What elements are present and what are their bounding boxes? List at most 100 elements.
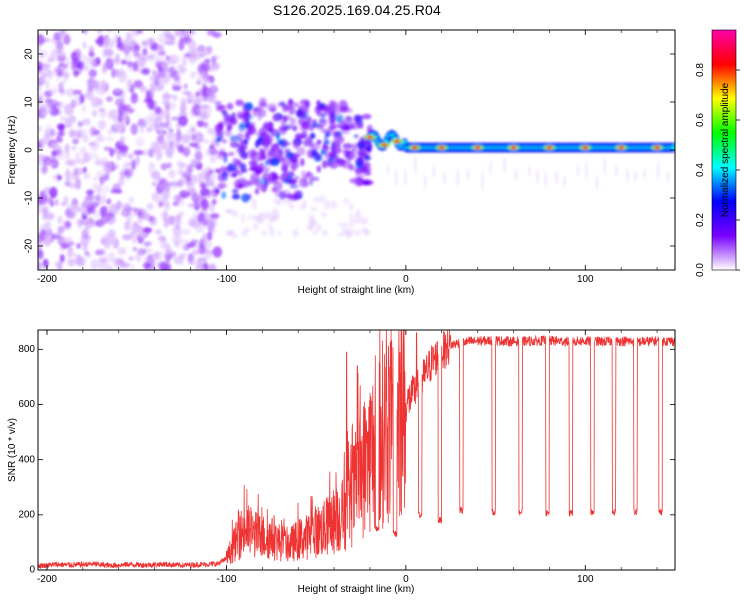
- spectrogram-cell: [214, 249, 220, 257]
- spectrogram-cell: [50, 142, 59, 148]
- spectrogram-cell: [231, 112, 236, 118]
- spectrogram-cell: [195, 91, 201, 97]
- spectrogram-cell: [115, 42, 125, 50]
- spectrogram-cell: [75, 255, 85, 267]
- spectrogram-cell: [75, 177, 81, 190]
- spectrogram-cell: [166, 248, 173, 254]
- spectrogram-cell: [179, 190, 189, 199]
- spectrogram-cell: [166, 162, 172, 169]
- spectrogram-cell: [160, 236, 166, 242]
- spectrogram-cell: [90, 220, 96, 228]
- spectrogram-cell: [198, 173, 203, 185]
- spectrogram-cell: [52, 234, 61, 240]
- spectrogram-cell: [42, 165, 47, 176]
- spectrogram-cell: [363, 165, 372, 173]
- spectrogram-cell: [355, 208, 362, 218]
- spectrogram-cell: [209, 217, 218, 229]
- spectrogram-cell: [263, 145, 269, 152]
- spectrogram-cell: [248, 166, 258, 172]
- spectrogram-cell: [320, 112, 325, 119]
- x-tick-label: 100: [577, 574, 594, 585]
- spectrogram-cell: [133, 52, 142, 58]
- spectrogram-cell: [322, 118, 328, 126]
- spectrogram-cell: [117, 178, 125, 186]
- spectrogram-cell: [44, 221, 52, 229]
- snr-panel: -200 -100 0 100 0 200 400 600 800 Height of str…: [7, 329, 676, 595]
- spectrogram-cell: [130, 123, 139, 136]
- spectrogram-cell: [47, 103, 57, 108]
- spectrogram-cell: [74, 94, 82, 106]
- spectrogram-cell: [203, 262, 209, 270]
- spectrogram-cell: [164, 180, 170, 189]
- spectrogram-cell: [355, 169, 362, 175]
- spectrogram-cell: [363, 159, 370, 168]
- spectrogram-cell: [172, 201, 179, 207]
- spectrogram-cell: [129, 230, 135, 238]
- spectrogram-cell: [130, 263, 135, 270]
- spectrogram-cell: [300, 158, 305, 167]
- spectrogram-cell: [310, 206, 318, 212]
- spectrogram-cell: [125, 31, 132, 39]
- spectrogram-cell: [330, 200, 338, 209]
- spectrogram-cell: [65, 88, 76, 97]
- spectrogram-cell: [216, 152, 226, 160]
- spectrogram-cell: [297, 119, 307, 126]
- spectrogram-cell: [258, 211, 264, 217]
- spectrogram-cell: [174, 232, 183, 245]
- figure-title: S126.2025.169.04.25.R04: [272, 2, 442, 18]
- spectrogram-cell: [185, 192, 192, 197]
- spectrogram-cell: [221, 171, 229, 182]
- spectrogram-cell: [180, 97, 187, 107]
- spectrogram-cell: [176, 63, 184, 72]
- spectrogram-cell: [318, 103, 325, 108]
- spectrogram-cell: [200, 199, 210, 211]
- snr-x-label: Height of straight line (km): [298, 584, 415, 595]
- spectrogram-cell: [228, 151, 235, 157]
- spectrogram-cell: [544, 170, 547, 188]
- spectrogram-cell: [147, 162, 156, 175]
- spectrogram-cell: [51, 150, 57, 159]
- spectrogram-cell: [168, 169, 176, 179]
- spectrogram-cell: [116, 152, 122, 161]
- spectrogram-cell: [202, 139, 210, 144]
- spectrogram-cell: [242, 117, 249, 124]
- spectrogram-cell: [86, 189, 94, 196]
- spectrogram-cell: [93, 211, 101, 218]
- spectrogram-cell: [42, 233, 52, 242]
- spectrogram-cell: [83, 173, 91, 180]
- x-tick-label: -100: [216, 574, 236, 585]
- spectrogram-cell: [95, 193, 101, 203]
- spectrogram-cell: [292, 140, 300, 149]
- spectrogram-cell: [88, 152, 97, 160]
- spectrogram-cell: [42, 156, 53, 166]
- spectrogram-cell: [236, 146, 246, 155]
- spectrogram-cell: [239, 163, 247, 170]
- spectrogram-cell: [123, 44, 131, 56]
- spectrogram-cell: [128, 196, 135, 204]
- x-tick-label: -100: [216, 274, 236, 285]
- spectrogram-cell: [187, 164, 193, 174]
- spectrogram-cell: [510, 146, 517, 150]
- spectrogram-cell: [135, 136, 145, 148]
- colorbar-tick-label: 0.4: [695, 163, 706, 177]
- spectrogram-cell: [271, 207, 278, 214]
- spectrogram-cell: [68, 159, 77, 167]
- spectrogram-cell: [114, 162, 120, 170]
- spectrogram-cell: [162, 188, 171, 199]
- spectrogram-cell: [197, 243, 206, 255]
- spectrogram-cell: [145, 41, 153, 47]
- spectrogram-cell: [357, 140, 366, 150]
- spectrogram-cell: [361, 179, 369, 186]
- spectrogram-cell: [82, 166, 87, 174]
- spectrogram-cell: [333, 141, 341, 150]
- spectrogram-cell: [119, 174, 125, 180]
- spectrogram-cell: [159, 122, 169, 128]
- spectrogram-cell: [56, 174, 63, 181]
- spectrogram-cell: [97, 183, 103, 195]
- snr-y-axis: 0 200 400 600 800: [18, 344, 675, 576]
- y-tick-label: 400: [18, 454, 35, 465]
- spectrogram-cell: [186, 242, 197, 248]
- spectrogram-cell: [159, 212, 165, 219]
- spectrogram-cell: [209, 212, 220, 220]
